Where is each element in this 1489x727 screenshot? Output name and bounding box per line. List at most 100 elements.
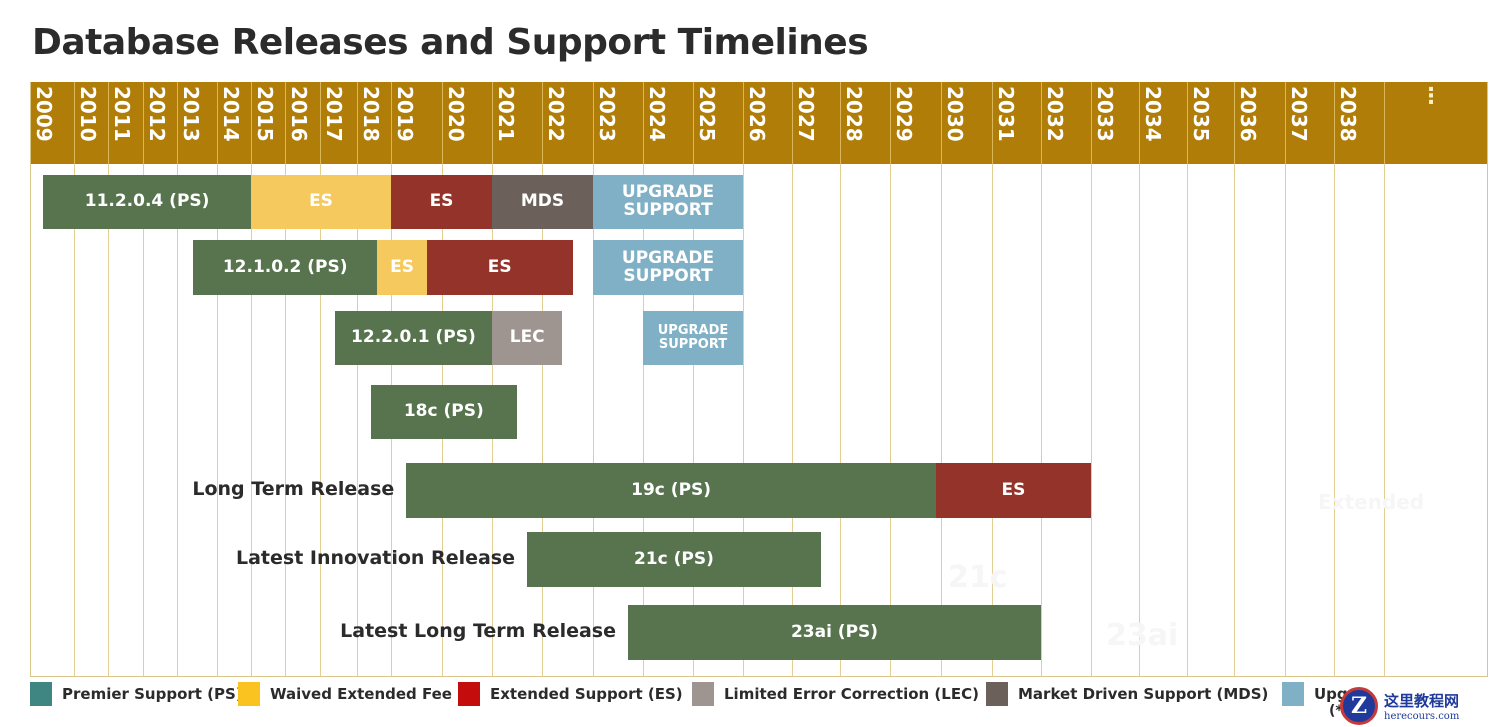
ghost-label: 23ai xyxy=(1106,618,1179,653)
year-label-2033: 2033 xyxy=(1093,86,1117,142)
year-label-2028: 2028 xyxy=(842,86,866,142)
grid-line xyxy=(108,164,109,677)
grid-line xyxy=(1041,164,1042,677)
year-label-2030: 2030 xyxy=(943,86,967,142)
header-divider xyxy=(542,82,543,164)
header-divider xyxy=(285,82,286,164)
legend-label: Waived Extended Fee xyxy=(270,685,452,703)
grid-line xyxy=(1139,164,1140,677)
header-divider xyxy=(693,82,694,164)
grid-line xyxy=(251,164,252,677)
header-divider xyxy=(1334,82,1335,164)
bar-upgrade: UPGRADE SUPPORT xyxy=(593,175,743,229)
year-label-2026: 2026 xyxy=(745,86,769,142)
year-label-2014: 2014 xyxy=(219,86,243,142)
legend-item-waived: Waived Extended Fee xyxy=(238,682,452,706)
grid-line xyxy=(693,164,694,677)
header-divider xyxy=(108,82,109,164)
year-label-2021: 2021 xyxy=(494,86,518,142)
grid-line xyxy=(1285,164,1286,677)
grid-line xyxy=(890,164,891,677)
grid-line xyxy=(143,164,144,677)
chart-area xyxy=(30,82,1488,677)
bar-upgrade: UPGRADE SUPPORT xyxy=(643,311,743,365)
header-divider xyxy=(442,82,443,164)
legend-item-ps: Premier Support (PS) xyxy=(30,682,243,706)
grid-line xyxy=(840,164,841,677)
bar-ps: 21c (PS) xyxy=(527,532,821,587)
header-divider xyxy=(357,82,358,164)
bar-ps: 19c (PS) xyxy=(406,463,936,518)
year-label-2035: 2035 xyxy=(1189,86,1213,142)
header-divider xyxy=(1091,82,1092,164)
header-divider xyxy=(941,82,942,164)
bar-es: ES xyxy=(391,175,492,229)
year-label-2038: 2038 xyxy=(1336,86,1360,142)
bar-waived: ES xyxy=(377,240,427,295)
legend-swatch xyxy=(238,682,260,706)
grid-line xyxy=(643,164,644,677)
grid-line xyxy=(74,164,75,677)
legend-item-mds: Market Driven Support (MDS) xyxy=(986,682,1268,706)
year-label-2018: 2018 xyxy=(359,86,383,142)
legend-item-es: Extended Support (ES) xyxy=(458,682,683,706)
bar-es: ES xyxy=(426,240,573,295)
bar-ps: 23ai (PS) xyxy=(628,605,1041,660)
header-divider xyxy=(251,82,252,164)
legend-swatch xyxy=(458,682,480,706)
grid-line xyxy=(941,164,942,677)
legend-label: Extended Support (ES) xyxy=(490,685,683,703)
year-label-2013: 2013 xyxy=(179,86,203,142)
header-divider xyxy=(1234,82,1235,164)
year-label-2011: 2011 xyxy=(110,86,134,142)
legend-swatch xyxy=(30,682,52,706)
header-divider xyxy=(320,82,321,164)
watermark-en-text: herecours.com xyxy=(1384,710,1460,722)
header-divider xyxy=(743,82,744,164)
grid-line xyxy=(320,164,321,677)
year-label-2012: 2012 xyxy=(145,86,169,142)
header-divider xyxy=(177,82,178,164)
header-divider xyxy=(890,82,891,164)
year-label-2020: 2020 xyxy=(444,86,468,142)
year-label-2031: 2031 xyxy=(994,86,1018,142)
header-divider xyxy=(1285,82,1286,164)
legend-item-upgrade: Upg xyxy=(1282,682,1348,706)
bar-waived: ES xyxy=(251,175,391,229)
year-label-2036: 2036 xyxy=(1236,86,1260,142)
header-divider xyxy=(143,82,144,164)
grid-line xyxy=(1091,164,1092,677)
grid-line xyxy=(1187,164,1188,677)
legend-label: Limited Error Correction (LEC) xyxy=(724,685,979,703)
year-label-2037: 2037 xyxy=(1287,86,1311,142)
grid-line xyxy=(357,164,358,677)
header-divider xyxy=(593,82,594,164)
legend-swatch xyxy=(986,682,1008,706)
grid-line xyxy=(285,164,286,677)
year-label-2027: 2027 xyxy=(794,86,818,142)
row-label: Latest Innovation Release xyxy=(235,546,515,569)
legend-swatch xyxy=(692,682,714,706)
grid-line xyxy=(992,164,993,677)
bar-ps: 12.2.0.1 (PS) xyxy=(334,311,492,365)
grid-line xyxy=(217,164,218,677)
bar-ps: 18c (PS) xyxy=(370,385,517,439)
year-label-2009: 2009 xyxy=(32,86,56,142)
grid-line xyxy=(743,164,744,677)
header-divider xyxy=(840,82,841,164)
legend: Premier Support (PS) Waived Extended Fee E… xyxy=(30,682,1489,708)
year-label-2024: 2024 xyxy=(645,86,669,142)
year-label-2022: 2022 xyxy=(544,86,568,142)
bar-upgrade: UPGRADE SUPPORT xyxy=(593,240,743,295)
year-label-2017: 2017 xyxy=(322,86,346,142)
grid-line xyxy=(1334,164,1335,677)
grid-line xyxy=(177,164,178,677)
legend-label: Market Driven Support (MDS) xyxy=(1018,685,1269,703)
header-divider xyxy=(391,82,392,164)
grid-line xyxy=(542,164,543,677)
grid-line xyxy=(593,164,594,677)
legend-label: Premier Support (PS) xyxy=(62,685,243,703)
header-divider xyxy=(217,82,218,164)
header-divider xyxy=(992,82,993,164)
continuation-marker: ⋮ xyxy=(1420,84,1442,109)
